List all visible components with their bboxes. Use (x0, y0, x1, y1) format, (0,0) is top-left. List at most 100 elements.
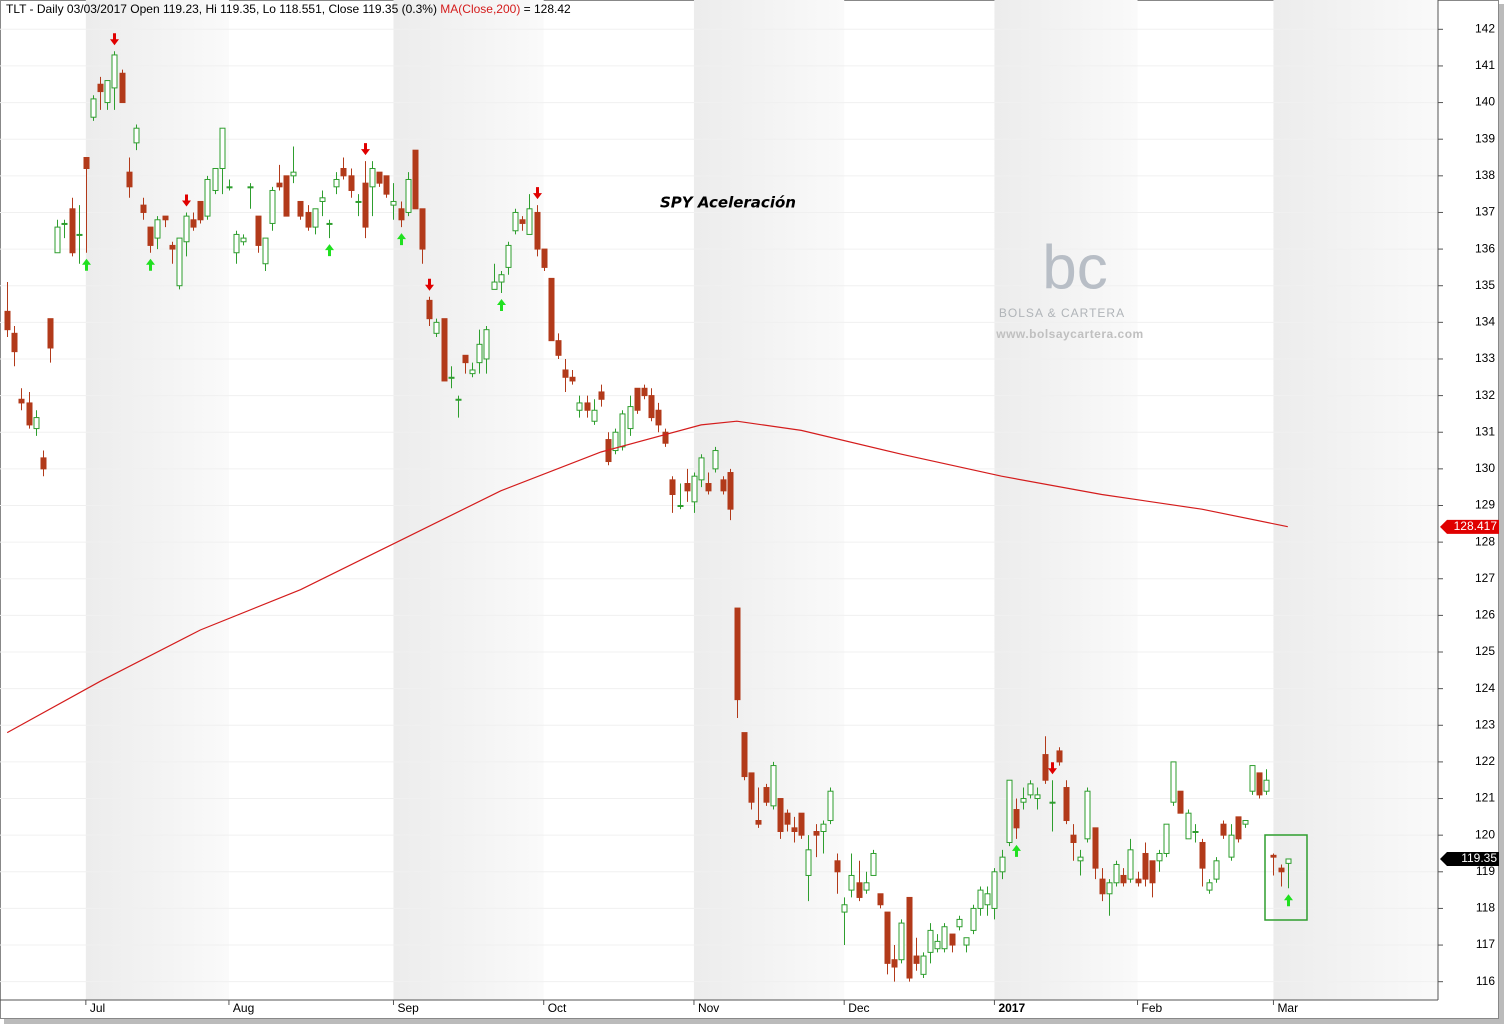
price-badge-bg (1440, 851, 1499, 866)
up-signal (82, 258, 91, 271)
candle-body (255, 215, 262, 246)
candle-body (963, 937, 970, 946)
candle-body (1142, 852, 1149, 880)
ma-badge: 128.417 (1454, 519, 1498, 533)
candle-body (1213, 860, 1220, 880)
candle-body (505, 244, 512, 268)
candle-body (1020, 798, 1027, 803)
candle-body (169, 244, 176, 250)
candle-body (534, 211, 541, 250)
y-tick-label: 136 (1475, 241, 1495, 255)
candle-body (576, 402, 583, 411)
candle-body (648, 395, 655, 419)
candle-body (956, 918, 963, 928)
candle-body (1177, 790, 1184, 814)
candle-body (1034, 794, 1041, 800)
candle-body (612, 431, 619, 452)
candle-body (627, 406, 634, 430)
candle-body (1070, 834, 1077, 843)
candle-body (1063, 787, 1070, 822)
candle-body (26, 402, 33, 426)
candle-body (541, 248, 548, 268)
price-badge: 119.35 (1461, 851, 1497, 865)
candle-body (1228, 834, 1235, 858)
y-tick-label: 119 (1476, 864, 1495, 878)
candle-body (483, 329, 490, 360)
down-signal (1048, 762, 1057, 775)
candle-body (1106, 882, 1113, 895)
candle-body (305, 211, 312, 228)
candle-body (240, 237, 247, 243)
marks (4, 33, 1293, 982)
candle-body (748, 772, 755, 803)
candle-body (448, 376, 455, 379)
candle-body (362, 182, 369, 228)
candle-body (1084, 790, 1091, 840)
candle-body (462, 354, 469, 364)
candle-body (999, 856, 1006, 873)
candle-body (97, 83, 104, 93)
down-signal (110, 33, 119, 46)
candle-body (1220, 823, 1227, 836)
y-tick-label: 127 (1475, 571, 1495, 585)
candle-body (619, 413, 626, 448)
up-signal (1284, 894, 1293, 907)
candle-body (190, 219, 197, 228)
y-tick-label: 123 (1475, 717, 1495, 731)
y-tick-label: 137 (1475, 205, 1495, 219)
candle-body (405, 178, 412, 213)
y-tick-label: 142 (1475, 21, 1495, 35)
y-tick-label: 141 (1475, 58, 1495, 72)
candle-body (1049, 801, 1056, 804)
x-tick-label: Oct (548, 1001, 567, 1015)
candle-body (119, 72, 126, 104)
candle-body (426, 299, 433, 320)
candle-body (555, 340, 562, 356)
candle-body (455, 398, 462, 401)
candle-body (147, 226, 154, 246)
watermark-logo: bc (1042, 233, 1107, 302)
candle-body (641, 387, 648, 397)
highlight-box (1264, 834, 1308, 921)
candle-body (877, 893, 884, 906)
candle-body (54, 226, 61, 254)
candle-body (920, 955, 927, 975)
candle-body (856, 882, 863, 898)
candle-body (1242, 820, 1249, 825)
candle-body (312, 208, 319, 228)
candle-body (677, 504, 684, 507)
grid (0, 28, 1443, 1005)
candle-body (813, 831, 820, 836)
candle-body (734, 607, 741, 701)
candle-body (591, 409, 598, 422)
candle-body (1235, 816, 1242, 840)
candle-body (1206, 882, 1213, 891)
candle-body (355, 200, 362, 203)
candle-body (262, 237, 269, 265)
candle-body (226, 186, 233, 189)
candle-body (433, 321, 440, 334)
candle-body (791, 827, 798, 833)
candle-body (1149, 860, 1156, 884)
candle-body (1192, 831, 1199, 834)
candle-body (491, 281, 498, 290)
up-signal (397, 233, 406, 246)
candle-body (33, 417, 40, 430)
candle-body (140, 204, 147, 213)
candle-body (76, 233, 83, 236)
header: TLT - Daily 03/03/2017 Open 119.23, Hi 1… (6, 2, 571, 16)
y-tick-label: 117 (1476, 937, 1495, 951)
candle-body (526, 208, 533, 235)
y-tick-label: 134 (1475, 315, 1495, 329)
y-tick-label: 128 (1475, 534, 1495, 548)
y-tick-label: 124 (1475, 681, 1495, 695)
candle-body (698, 457, 705, 481)
candle-body (412, 149, 419, 210)
y-tick-label: 139 (1475, 131, 1495, 145)
candle-body (741, 732, 748, 778)
candle-body (891, 959, 898, 968)
month-band (693, 0, 845, 1000)
header-ma: MA(Close,200) (440, 2, 520, 16)
candle-body (512, 211, 519, 232)
candle-body (1027, 783, 1034, 796)
